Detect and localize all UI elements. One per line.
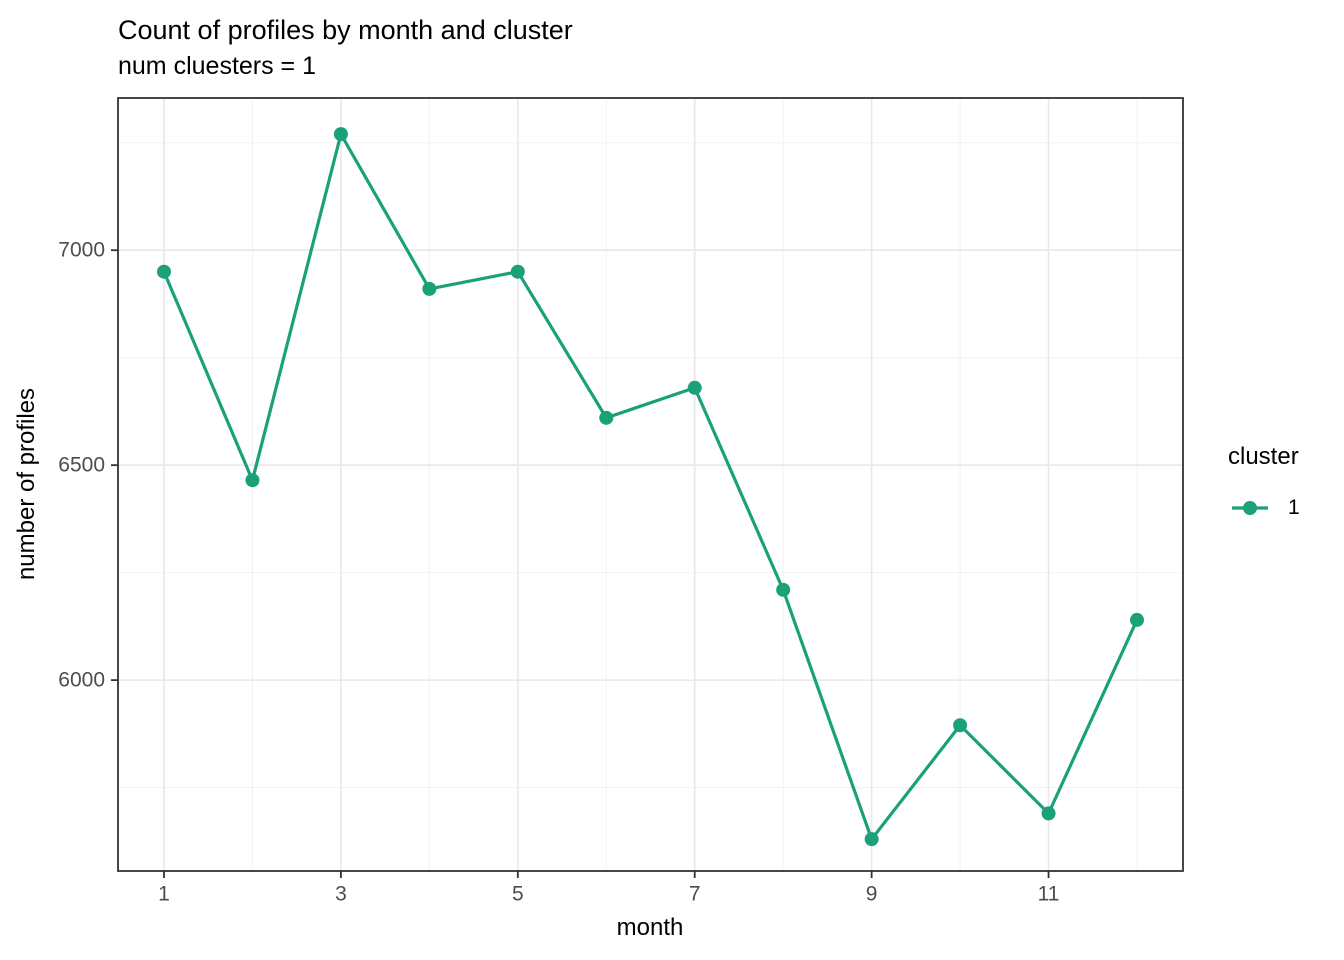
data-point: [864, 832, 879, 847]
legend-entry: 1: [1228, 488, 1300, 528]
plot-subtitle: num cluesters = 1: [118, 52, 317, 80]
data-point: [1130, 612, 1145, 627]
y-tick-label: 7000: [58, 239, 105, 262]
y-tick-label: 6500: [58, 454, 105, 477]
data-point: [953, 718, 968, 733]
data-point: [422, 281, 437, 296]
data-point: [156, 264, 171, 279]
y-axis-title: number of profiles: [13, 387, 40, 581]
y-tick-label: 6000: [58, 669, 105, 692]
x-tick-label: 11: [1038, 883, 1060, 906]
x-tick-label: 1: [158, 883, 170, 906]
plot-title: Count of profiles by month and cluster: [118, 15, 573, 45]
legend-title: cluster: [1228, 443, 1299, 470]
legend-entries: 1: [1228, 488, 1300, 528]
x-axis-title: month: [616, 914, 684, 941]
legend: cluster 1: [1228, 442, 1300, 528]
data-point: [245, 473, 260, 488]
data-point: [1041, 806, 1056, 821]
data-point: [776, 582, 791, 597]
series-line: [162, 132, 1139, 841]
legend-key-line-dot-icon: [1232, 501, 1268, 515]
x-tick-label: 7: [689, 883, 701, 906]
data-point: [599, 410, 614, 425]
panel-border: [117, 97, 1184, 872]
data-point: [333, 127, 348, 142]
x-tick-label: 3: [335, 883, 347, 906]
data-point: [510, 264, 525, 279]
x-tick-label: 5: [512, 883, 524, 906]
legend-entry-label: 1: [1288, 496, 1300, 519]
data-point: [687, 380, 702, 395]
x-tick-label: 9: [866, 883, 878, 906]
panel-background: [118, 98, 1183, 871]
